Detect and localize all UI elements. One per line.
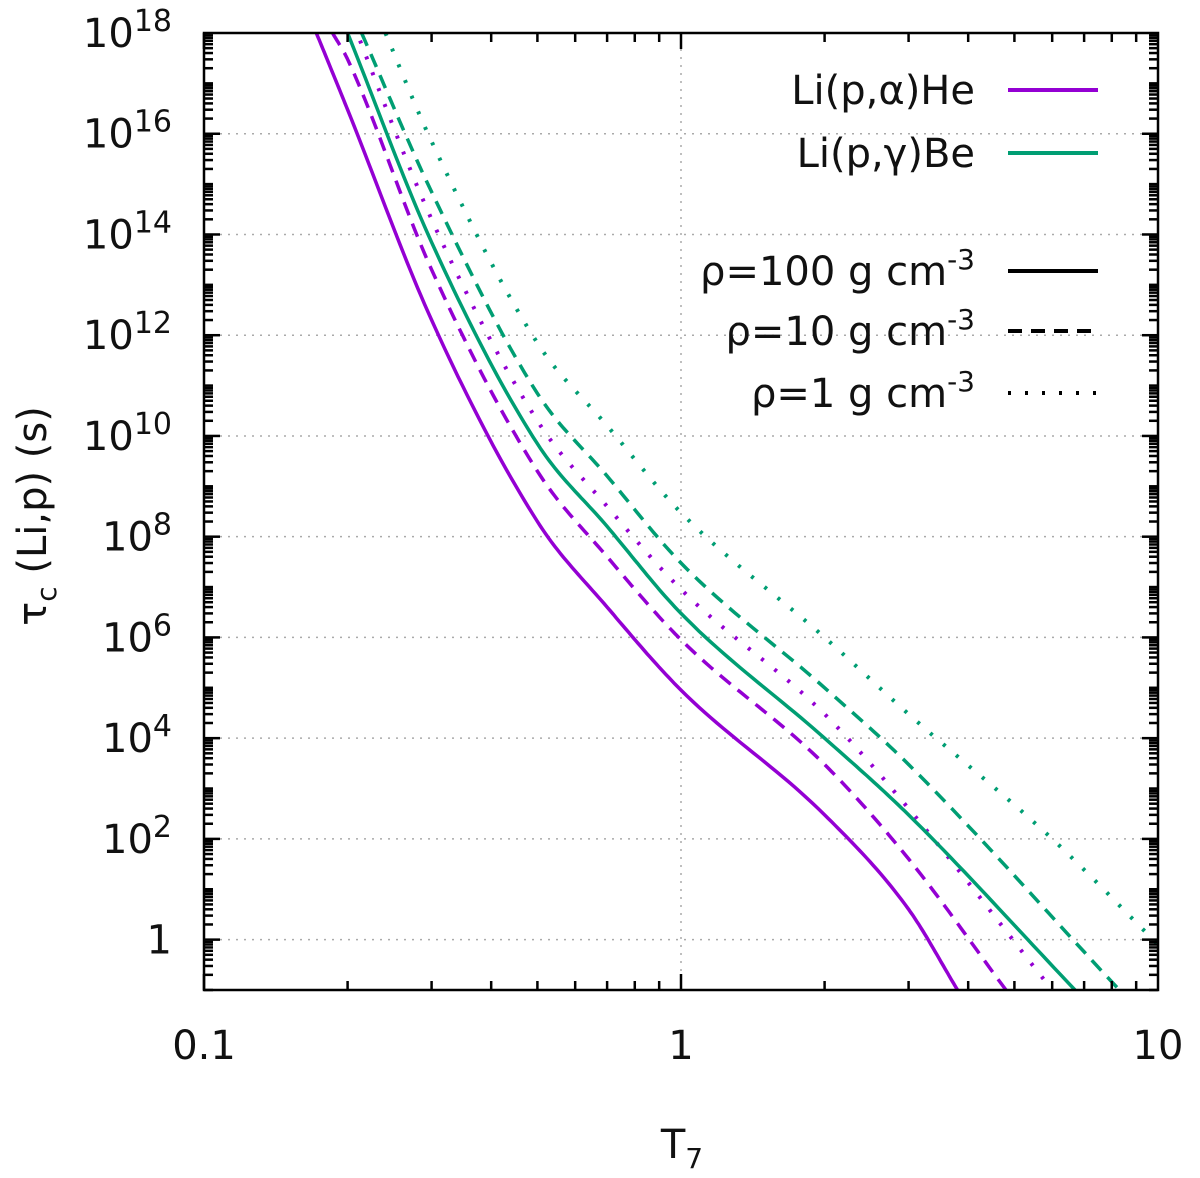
series-line-gamma-solid <box>345 33 1077 990</box>
series-line-alpha-dashed <box>331 33 1008 990</box>
series-lines <box>314 33 1158 990</box>
series-line-gamma-dashed <box>359 33 1121 990</box>
y-tick-label: 104 <box>102 709 172 762</box>
series-line-alpha-solid <box>314 33 960 990</box>
y-tick-label: 1012 <box>83 306 172 359</box>
y-tick-label: 1 <box>147 918 172 964</box>
y-tick-label: 1018 <box>83 4 172 57</box>
series-line-gamma-dotted <box>383 33 1158 946</box>
y-tick-labels: 1 102 104 106 108 1010 1012 1014 1016 1018 <box>83 4 172 964</box>
legend-label-gamma: Li(p,γ)Be <box>797 131 975 177</box>
axis-ticks <box>202 33 1158 992</box>
y-tick-label: 102 <box>102 810 172 863</box>
x-tick-labels: 0.1 1 10 <box>172 1023 1183 1069</box>
grid-lines <box>204 33 1158 990</box>
x-axis-title: T7 <box>660 1122 703 1175</box>
x-tick-label: 10 <box>1133 1023 1184 1069</box>
y-tick-label: 1014 <box>83 205 172 258</box>
series-line-alpha-dotted <box>354 33 1054 990</box>
legend-label-solid: ρ=100 g cm-3 <box>700 243 975 295</box>
legend-label-dotted: ρ=1 g cm-3 <box>751 365 975 417</box>
y-tick-label: 1010 <box>83 407 172 460</box>
y-tick-label: 108 <box>102 508 172 561</box>
y-tick-label: 106 <box>102 608 172 661</box>
y-tick-label: 1016 <box>83 105 172 158</box>
x-tick-label: 1 <box>668 1023 693 1069</box>
legend-label-alpha: Li(p,α)He <box>791 68 975 114</box>
legend-label-dashed: ρ=10 g cm-3 <box>725 303 975 355</box>
y-axis-title: τc (Li,p) (s) <box>10 406 63 626</box>
legend: Li(p,α)He Li(p,γ)Be ρ=100 g cm-3 ρ=10 g cm-… <box>700 68 1098 417</box>
x-tick-label: 0.1 <box>172 1023 236 1069</box>
plot-frame <box>202 31 1160 992</box>
